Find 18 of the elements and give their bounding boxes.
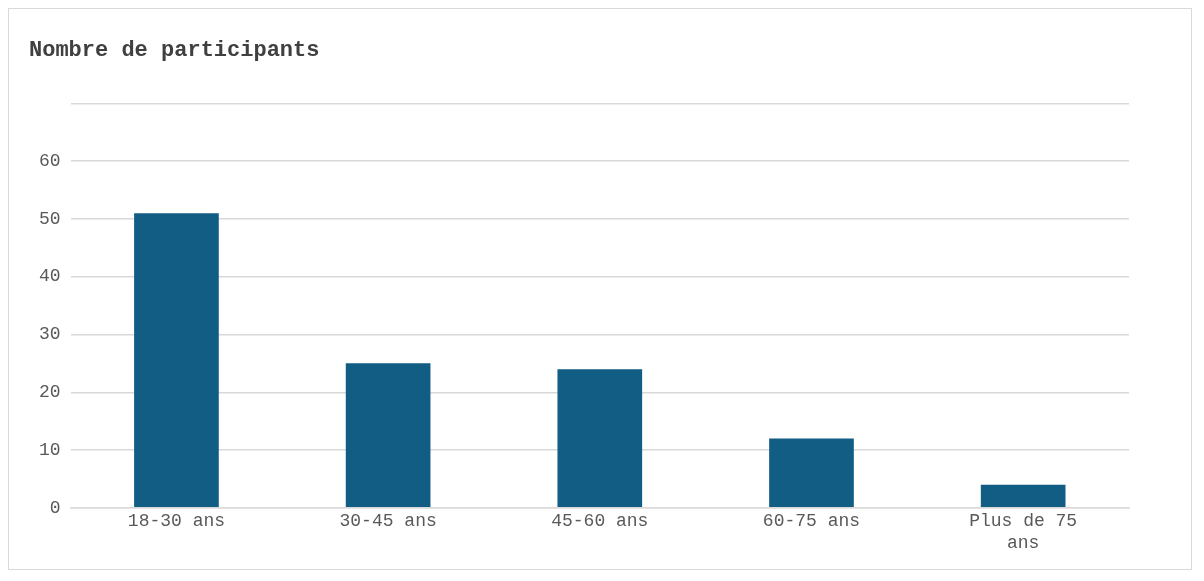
x-tick-label: 30-45 ans bbox=[339, 511, 437, 532]
chart-title: Nombre de participants bbox=[29, 37, 320, 63]
x-tick-label: 60-75 ans bbox=[762, 511, 861, 532]
y-tick-label: 50 bbox=[38, 208, 61, 229]
y-tick-label: 10 bbox=[38, 439, 61, 460]
bar bbox=[769, 438, 854, 508]
x-tick-label: Plus de 75 ans bbox=[969, 511, 1078, 553]
x-tick-label: 45-60 ans bbox=[551, 511, 649, 532]
y-tick-label: 30 bbox=[38, 324, 61, 345]
y-tick-label: 0 bbox=[49, 497, 61, 518]
bar bbox=[345, 363, 431, 508]
y-tick-label: 60 bbox=[38, 150, 61, 171]
bar bbox=[557, 369, 643, 508]
bar bbox=[134, 213, 219, 508]
y-tick-label: 40 bbox=[38, 266, 61, 287]
y-tick-label: 20 bbox=[38, 382, 61, 403]
x-tick-label: 18-30 ans bbox=[127, 511, 226, 532]
bar bbox=[980, 484, 1066, 508]
